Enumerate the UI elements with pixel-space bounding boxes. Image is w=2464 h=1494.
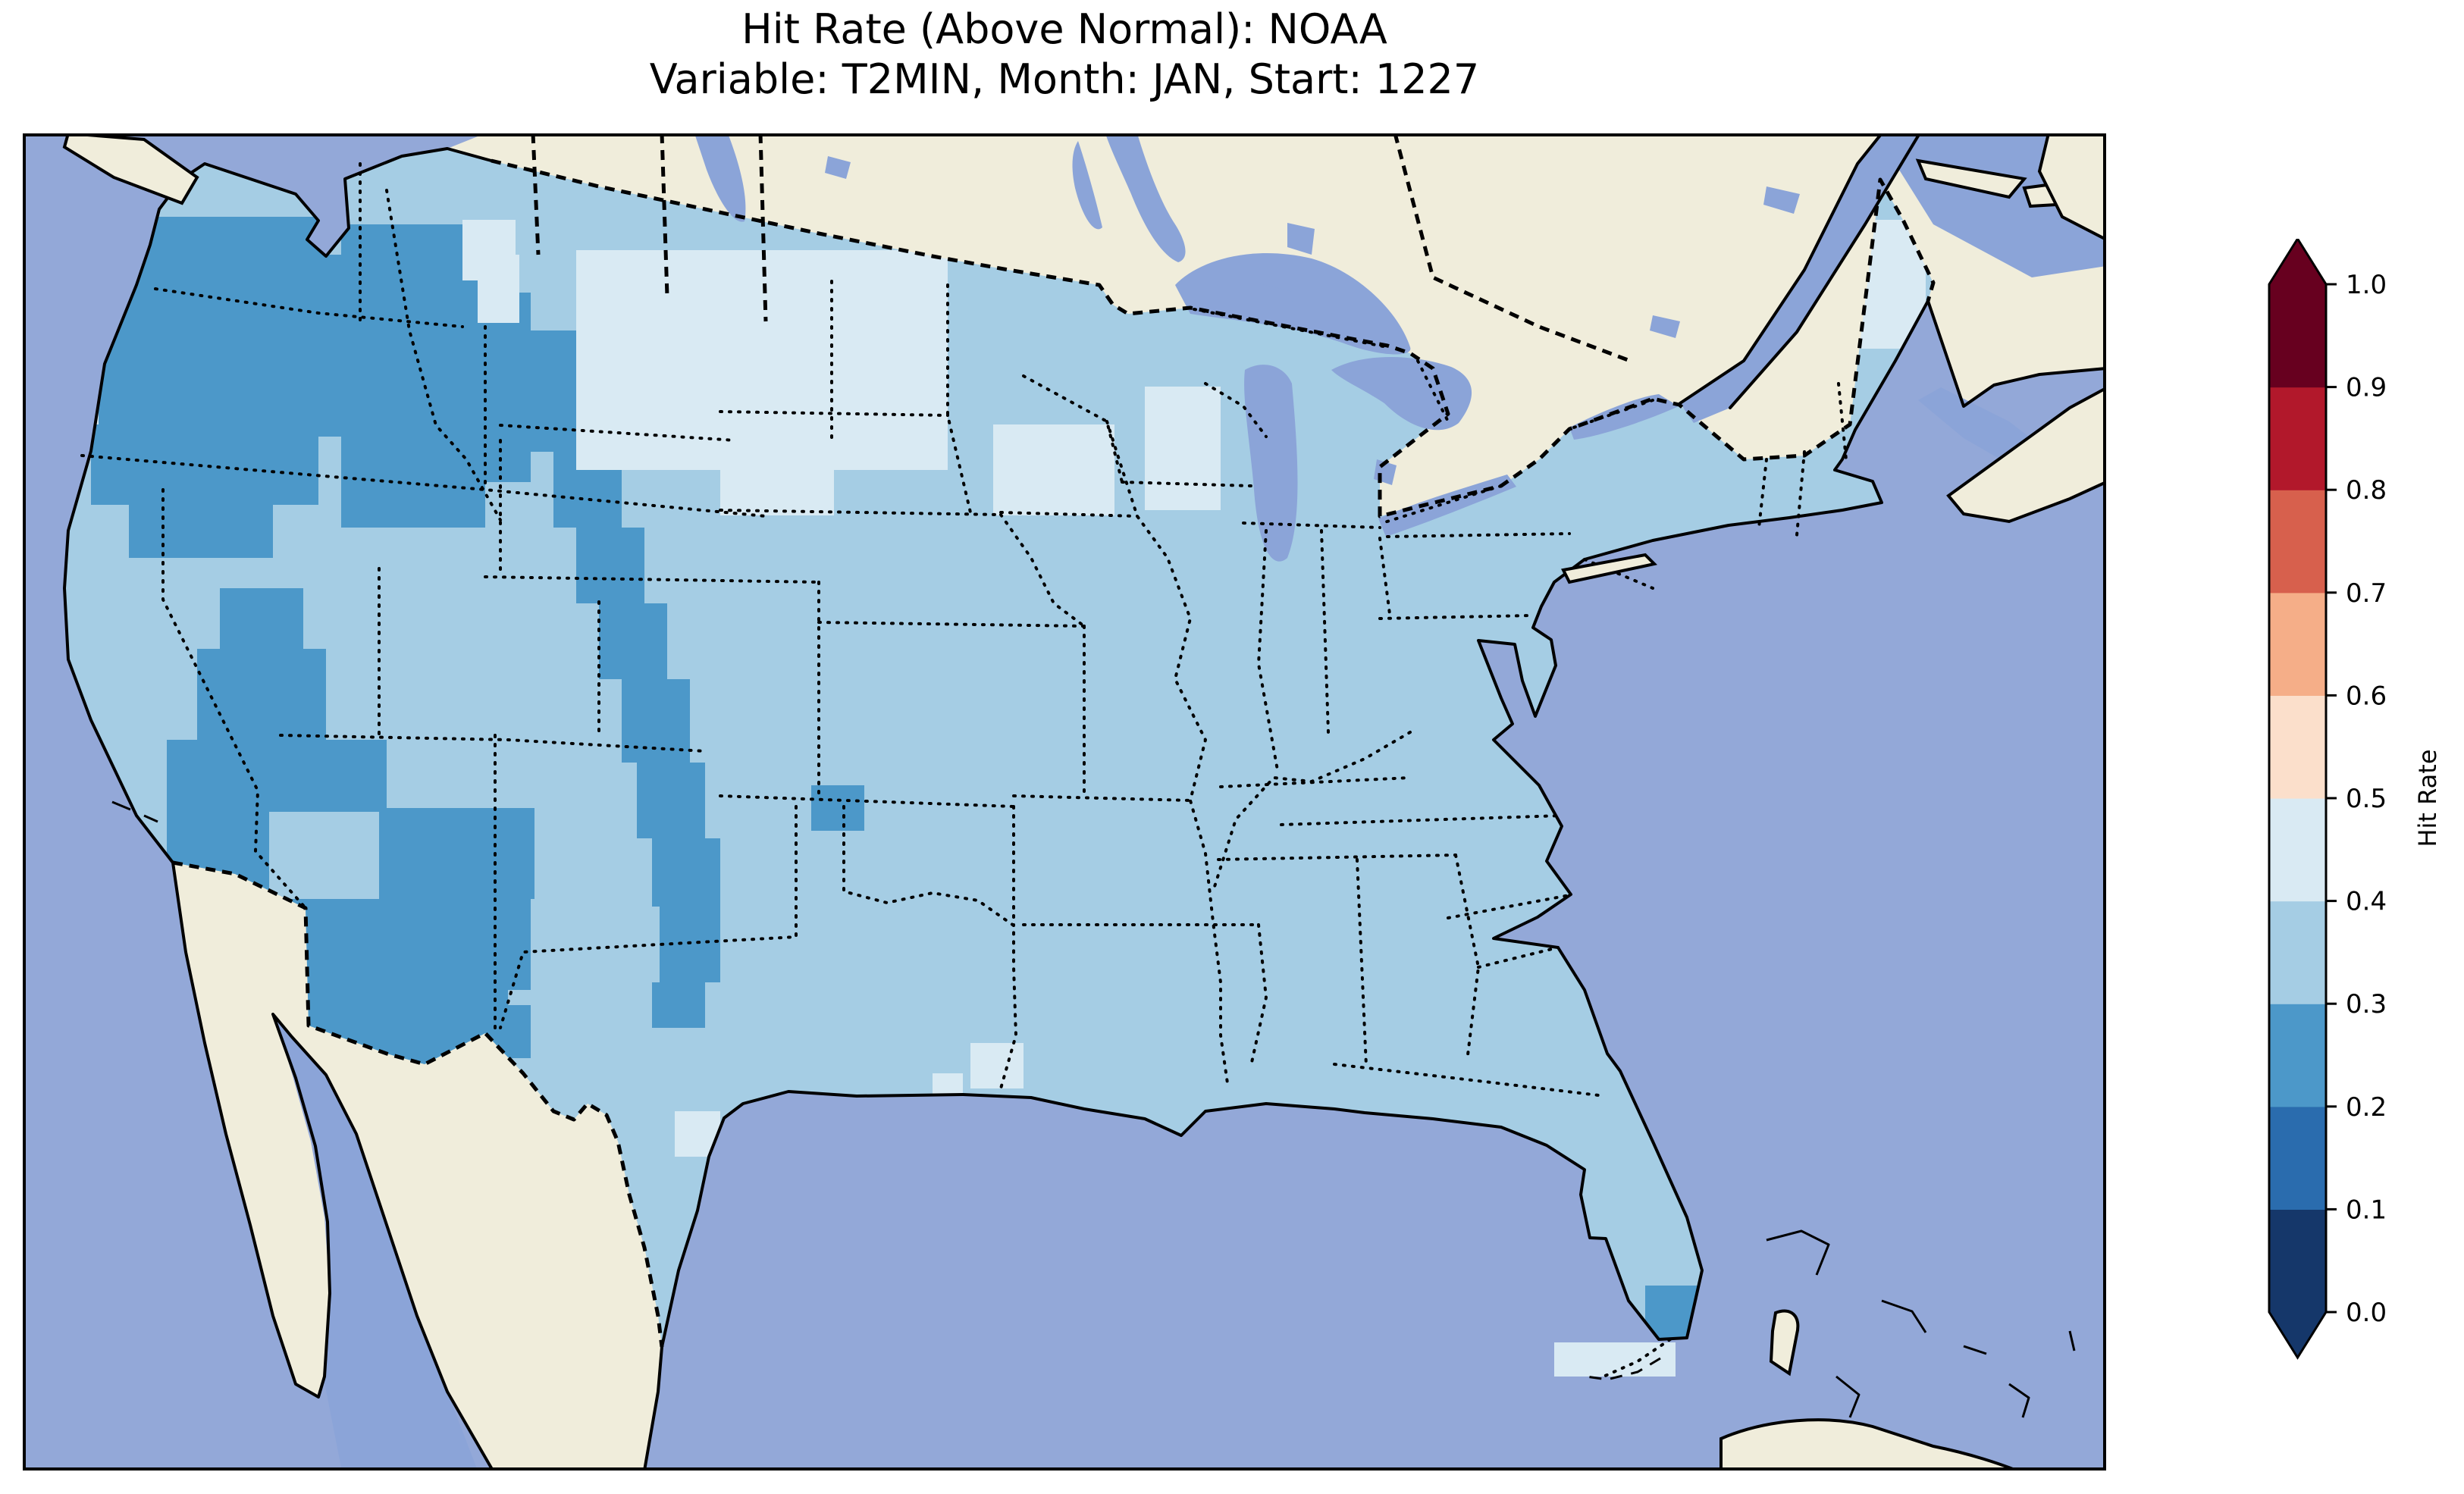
state-borders [80,162,1848,1378]
quebec-lake-2 [1650,315,1680,338]
mexico-baja-coast [171,861,494,1471]
colorbar-segment [2269,490,2326,594]
hit-rate-cells-bin-2 [91,437,318,505]
bahamas-islet-2 [1881,1299,1927,1333]
us-canada-border [491,158,1936,518]
colorbar-tick-label: 0.0 [2346,1298,2387,1328]
nova-scotia [1946,386,2106,524]
hit-rate-cells-bin-4 [576,250,948,470]
us-mexico-border [172,860,664,1348]
axes-frame [23,133,2106,1471]
colorbar-tick-label: 0.4 [2346,887,2387,917]
colorbar-segment [2269,592,2326,696]
grand-bahama [1766,1229,1830,1276]
hit-rate-cells-bin-2 [197,649,326,740]
canada-province-border-1 [531,133,541,255]
canada-province-border-2 [660,133,669,297]
andros-island [1769,1309,1800,1377]
hit-rate-cells-bin-2 [652,838,720,907]
anticosti-island [1915,158,2027,199]
saskatchewan-lakes [694,133,746,222]
colorbar-tick-label: 0.7 [2346,578,2387,609]
country-borders [172,133,1936,1348]
new-brunswick-coast [1926,299,2106,408]
title-line-1: Hit Rate (Above Normal): NOAA [741,5,1387,53]
newfoundland [2037,133,2106,242]
st-lawrence-banks [1679,133,1921,409]
figure-title: Hit Rate (Above Normal): NOAA Variable: … [23,5,2106,105]
colorbar-axis-label: Hit Rate [2413,749,2442,847]
colorbar-tick-label: 0.3 [2346,989,2387,1019]
bahamas-islet-4 [2008,1383,2030,1418]
hit-rate-cells-bin-4 [993,424,1114,515]
lake-manitoba [1072,141,1102,230]
bahamas-islet-5 [2068,1330,2076,1351]
colorbar-segment [2269,695,2326,799]
canada-lake-small [825,156,851,179]
colorbar-extend-min-arrow [2269,1312,2326,1358]
hit-rate-cells-bin-2 [129,505,273,558]
colorbar-tick-label: 0.6 [2346,681,2387,711]
colorbar: 1.0 0.9 0.8 0.7 0.6 0.5 0.4 0.3 0.2 0.1 0.0 Hit Ra… [2246,236,2464,1368]
canada-province-border-3 [758,133,768,322]
colorbar-segment [2269,284,2326,388]
hit-rate-cells-bin-2 [167,740,387,812]
lake-winnipeg [1105,133,1186,262]
lake-erie [1378,475,1516,537]
lake-nipigon [1287,223,1315,255]
colorbar-tick-label: 0.9 [2346,373,2387,403]
hit-rate-cells-bin-3 [269,812,379,899]
colorbar-tick-label: 0.2 [2346,1092,2387,1123]
gulf-of-california [273,1014,478,1471]
lake-ontario [1569,394,1679,440]
hit-rate-cells-bin-2 [341,224,485,528]
hit-rate-cells-bin-2 [599,603,667,679]
colorbar-extend-max-arrow [2269,239,2326,284]
map-axes [23,133,2106,1471]
colorbar-tick-labels: 1.0 0.9 0.8 0.7 0.6 0.5 0.4 0.3 0.2 0.1 0.0 [2346,270,2387,1328]
colorbar-body [2268,236,2328,1360]
hit-rate-cells-bin-4 [720,470,834,515]
hit-rate-cells-bin-2 [660,907,720,982]
quebec-lake-1 [1763,186,1800,214]
hit-rate-cells-bin-2 [379,808,534,899]
hit-rate-cells-bin-4 [478,255,519,323]
colorbar-tick-label: 0.8 [2346,475,2387,506]
colorbar-segment [2269,1106,2326,1210]
hit-rate-cells-bin-2 [64,346,360,437]
cuba [1719,1418,2017,1471]
hit-rate-cells-bin-2 [508,330,576,391]
colorbar-segment [2269,900,2326,1004]
lake-of-the-woods [1257,283,1295,324]
vancouver-island [62,133,199,205]
title-line-2: Variable: T2MIN, Month: JAN, Start: 1227 [649,55,1480,103]
florida-keys [1585,1357,1661,1381]
colorbar-segment [2269,1209,2326,1313]
colorbar-segment [2269,387,2326,490]
islands [62,133,2106,1471]
long-island [1561,553,1658,584]
colorbar-segment [2269,1004,2326,1107]
gulf-atlantic-coast [660,299,1930,1348]
colorbar-segment [2269,798,2326,902]
hit-rate-cells-bin-2 [637,763,705,838]
hit-rate-cells-bin-4 [970,1043,1024,1088]
colorbar-ticks [2326,283,2337,1314]
colorbar-tick-label: 1.0 [2346,270,2387,300]
channel-islands [111,800,158,823]
canada-province-border-4 [1393,133,1631,363]
colorbar-tick-label: 0.5 [2346,784,2387,814]
hit-rate-cells-bin-4 [1145,387,1221,510]
bahamas-islet-1 [1835,1375,1861,1418]
lake-superior [1175,252,1411,355]
colorbar-tick-label: 0.1 [2346,1195,2387,1225]
bahamas-islet-3 [1963,1345,1987,1355]
lake-michigan [1244,365,1298,562]
us-hit-rate-map [23,133,2106,1471]
mexico-gulf-coast [643,1345,663,1471]
hit-rate-cells-bin-2 [220,588,303,656]
hit-rate-cells-bin-2 [652,982,705,1028]
hit-rate-cells-bin-2 [576,528,644,603]
